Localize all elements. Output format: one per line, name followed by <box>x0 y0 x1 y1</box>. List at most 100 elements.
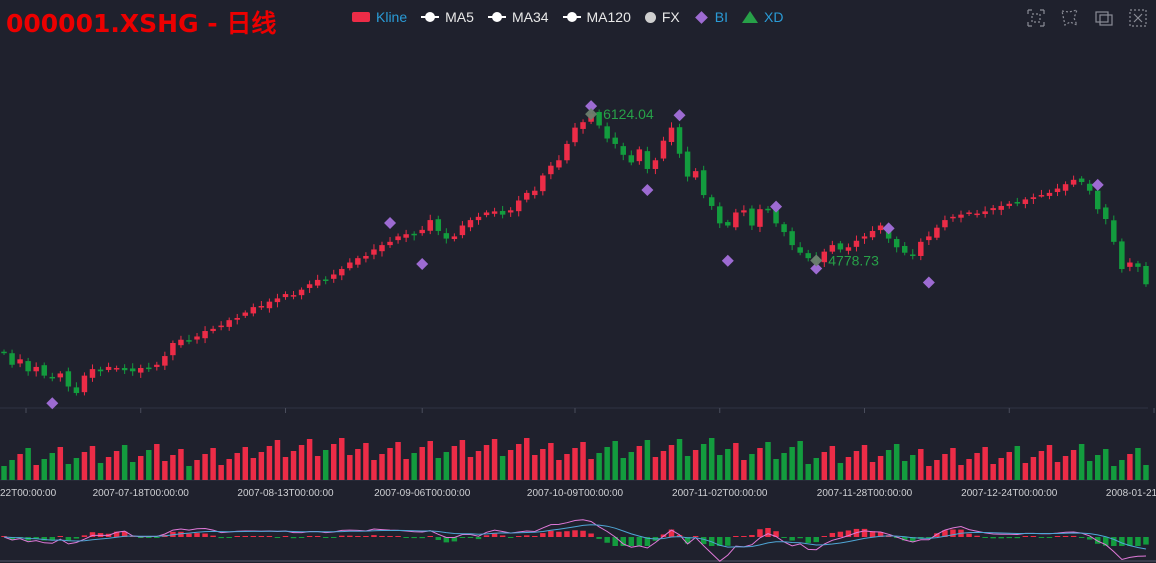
volume-bar <box>620 458 626 480</box>
volume-bar <box>282 457 289 480</box>
volume-bar <box>355 449 361 480</box>
macd-bar <box>266 536 273 537</box>
volume-bar <box>266 446 273 480</box>
volume-bar <box>121 445 128 480</box>
candle-body <box>499 210 506 215</box>
volume-bar <box>25 448 31 480</box>
candle-body <box>717 206 723 224</box>
volume-bar <box>950 448 956 480</box>
candle-body <box>725 222 731 226</box>
legend-item-ma120[interactable]: MA120 <box>562 9 631 25</box>
legend-item-fx[interactable]: FX <box>644 9 680 25</box>
macd-bar <box>49 537 56 541</box>
candle-body <box>660 140 667 159</box>
volume-bar <box>990 464 996 480</box>
macd-bar <box>837 531 844 537</box>
legend-item-ma34[interactable]: MA34 <box>487 9 549 25</box>
volume-bar <box>306 439 313 480</box>
volume-bar <box>290 451 297 480</box>
x-axis-tick-label: 2008-01-21T00:00:00 <box>1106 488 1156 499</box>
candle-body <box>97 369 104 372</box>
bi-marker <box>46 397 59 410</box>
zoom-reset-button[interactable] <box>1094 8 1114 28</box>
volume-bar <box>926 466 932 480</box>
candle-body <box>186 340 192 342</box>
macd-bar <box>234 536 240 537</box>
candle-body <box>861 236 868 239</box>
bi-marker <box>721 254 734 267</box>
volume-bar <box>837 463 844 480</box>
volume-bar <box>443 452 450 480</box>
macd-bar <box>258 536 265 537</box>
volume-bar <box>580 442 586 480</box>
legend-item-ma5[interactable]: MA5 <box>421 9 474 25</box>
macd-bar <box>741 536 747 537</box>
macd-bar <box>282 536 289 537</box>
macd-bar <box>676 535 683 537</box>
triangle-icon <box>742 11 758 23</box>
volume-bar <box>524 438 530 480</box>
macd-bar <box>821 536 828 537</box>
candle-body <box>282 294 289 298</box>
macd-bar <box>483 535 490 537</box>
x-axis-tick-label: 2007-11-28T00:00:00 <box>817 488 913 499</box>
legend-item-xd[interactable]: XD <box>742 9 783 25</box>
candle-body <box>427 220 433 231</box>
volume-bar <box>9 460 15 480</box>
candle-body <box>1119 241 1125 270</box>
candle-body <box>1111 220 1117 242</box>
volume-bar <box>958 465 964 480</box>
macd-bar <box>829 532 836 537</box>
macd-dif-line <box>3 519 1147 562</box>
macd-bar <box>363 536 369 537</box>
macd-bar <box>1111 537 1117 546</box>
macd-bar <box>467 537 474 538</box>
macd-bar <box>9 537 15 540</box>
candle-body <box>532 190 538 196</box>
x-axis-tick-label: 2007-09-06T00:00:00 <box>374 488 471 499</box>
candle-body <box>708 197 715 206</box>
volume-bar <box>347 455 353 480</box>
macd-bar <box>990 537 996 539</box>
macd-bar <box>1078 537 1085 538</box>
macd-bar <box>692 536 699 537</box>
candle-body <box>379 245 385 252</box>
legend-item-bi[interactable]: BI <box>694 9 728 25</box>
macd-bar <box>861 528 868 537</box>
candle-body <box>837 243 844 250</box>
macd-bar <box>65 537 72 541</box>
candle-body <box>757 209 763 227</box>
candle-body <box>974 213 980 216</box>
volume-bar <box>540 449 546 480</box>
volume-bar <box>789 447 795 480</box>
volume-bar <box>17 454 23 480</box>
volume-bar <box>652 457 659 480</box>
legend-item-kline[interactable]: Kline <box>352 9 407 25</box>
candle-body <box>1022 199 1029 204</box>
candle-body <box>411 233 417 236</box>
candle-body <box>129 368 136 372</box>
macd-bar <box>974 535 980 537</box>
x-axis-tick-label: 2007-10-09T00:00:00 <box>527 488 624 499</box>
volume-bar <box>194 460 200 480</box>
macd-bar <box>1119 537 1125 546</box>
macd-bar <box>540 533 546 537</box>
volume-bar <box>403 459 409 480</box>
candle-body <box>419 229 425 234</box>
volume-bar <box>813 458 819 480</box>
macd-bar <box>869 531 876 537</box>
zoom-select-button[interactable] <box>1026 8 1046 28</box>
lasso-button[interactable] <box>1060 8 1080 28</box>
macd-bar <box>154 537 160 538</box>
candle-body <box>749 208 755 226</box>
candle-body <box>1054 188 1061 193</box>
macd-bar <box>274 537 281 538</box>
candle-body <box>435 219 442 231</box>
volume-bar <box>387 448 393 480</box>
volume-bar <box>499 456 506 480</box>
candle-body <box>1094 190 1101 210</box>
macd-bar <box>146 537 152 538</box>
candle-body <box>942 220 948 228</box>
clear-selection-button[interactable] <box>1128 8 1148 28</box>
